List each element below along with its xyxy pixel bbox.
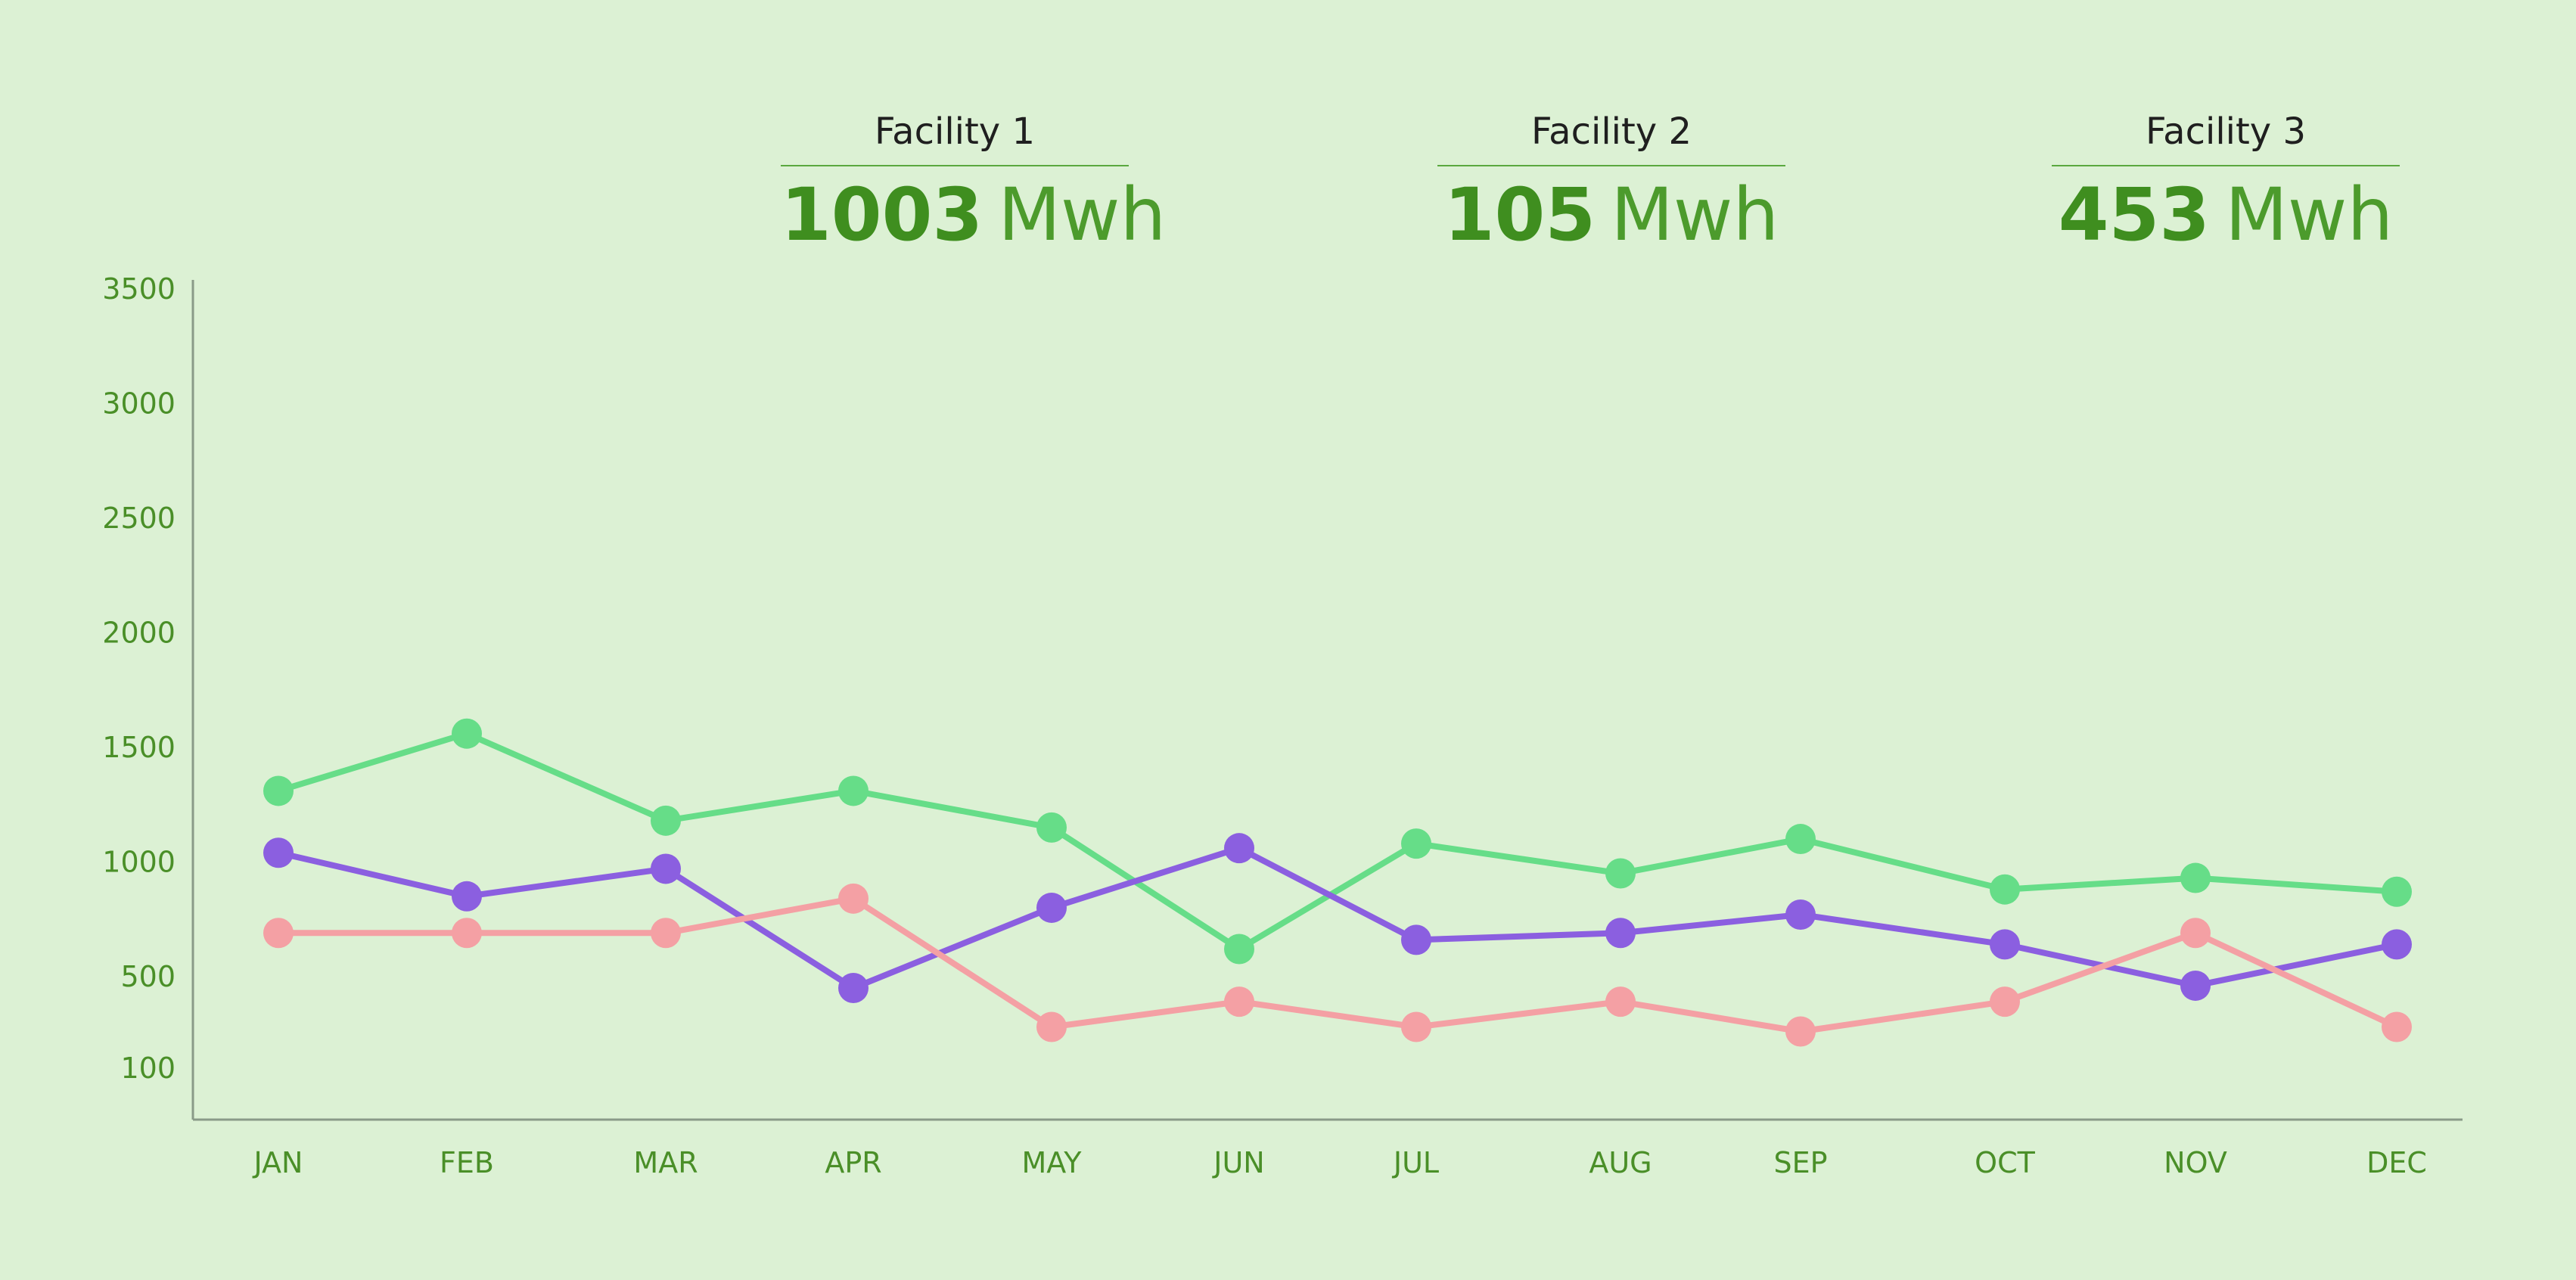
facility-energy-unit: Mwh xyxy=(1611,172,1779,257)
series-1-point xyxy=(838,775,869,806)
series-3-point xyxy=(2382,1011,2412,1042)
facility-3-summary: Facility 3 453 Mwh xyxy=(2052,113,2400,251)
facility-energy-value: 1003 Mwh xyxy=(781,179,1166,251)
series-2-point xyxy=(452,881,482,912)
facility-1-summary: Facility 1 1003 Mwh xyxy=(781,113,1166,251)
y-axis-tick-labels: 100 500 1000 1500 2000 2500 3000 3500 xyxy=(102,272,176,1085)
y-tick-label: 100 xyxy=(120,1052,176,1085)
facility-energy-number: 453 xyxy=(2058,172,2211,257)
series-1-point xyxy=(1224,934,1254,965)
series-1-point xyxy=(2180,862,2211,893)
x-tick-label: DEC xyxy=(2366,1146,2427,1179)
series-1-line xyxy=(275,730,2400,952)
series-1-point xyxy=(1785,824,1816,855)
series-3-point xyxy=(1785,1016,1816,1047)
facility-name: Facility 3 xyxy=(2052,113,2400,166)
series-2-point xyxy=(2180,970,2211,1001)
series-3-point xyxy=(263,918,294,949)
series-1-point xyxy=(1401,828,1431,859)
series-3-point xyxy=(452,918,482,949)
series-3-point xyxy=(2180,918,2211,949)
series-points xyxy=(263,718,2412,1047)
x-tick-label: APR xyxy=(825,1146,881,1179)
series-2-point xyxy=(1401,924,1431,955)
x-tick-label: JAN xyxy=(253,1146,303,1179)
facility-energy-number: 105 xyxy=(1443,172,1596,257)
series-lines xyxy=(275,730,2400,1035)
series-3-point xyxy=(651,918,681,949)
y-tick-label: 1500 xyxy=(102,731,176,764)
series-3-point xyxy=(1990,986,2020,1017)
series-2-point xyxy=(2382,929,2412,960)
series-2-point xyxy=(838,972,869,1003)
series-2-point xyxy=(1224,833,1254,864)
x-tick-label: SEP xyxy=(1773,1146,1827,1179)
series-3-line xyxy=(275,895,2400,1035)
y-tick-label: 1000 xyxy=(102,845,176,878)
facility-energy-value: 453 Mwh xyxy=(2052,179,2400,251)
series-3-point xyxy=(1605,986,1636,1017)
x-tick-label: NOV xyxy=(2164,1146,2227,1179)
facility-2-summary: Facility 2 105 Mwh xyxy=(1437,113,1785,251)
facility-energy-unit: Mwh xyxy=(998,172,1167,257)
facility-energy-unit: Mwh xyxy=(2225,172,2394,257)
series-3-point xyxy=(1401,1011,1431,1042)
y-tick-label: 500 xyxy=(120,960,176,993)
y-tick-label: 2000 xyxy=(102,616,176,649)
x-tick-label: JUN xyxy=(1212,1146,1264,1179)
x-tick-label: FEB xyxy=(440,1146,494,1179)
series-1-point xyxy=(1036,812,1067,843)
y-tick-label: 2500 xyxy=(102,502,176,535)
series-2-line xyxy=(275,845,2400,991)
y-tick-label: 3000 xyxy=(102,387,176,420)
facility-energy-number: 1003 xyxy=(781,172,983,257)
y-tick-label: 3500 xyxy=(102,272,176,306)
series-2-point xyxy=(1605,918,1636,949)
x-tick-label: OCT xyxy=(1975,1146,2035,1179)
series-3-point xyxy=(1036,1011,1067,1042)
series-2-point xyxy=(651,853,681,884)
series-1-point xyxy=(452,718,482,749)
x-tick-label: AUG xyxy=(1589,1146,1652,1179)
x-tick-label: MAR xyxy=(633,1146,698,1179)
x-tick-label: MAY xyxy=(1021,1146,1082,1179)
facility-name: Facility 2 xyxy=(1437,113,1785,166)
series-1-point xyxy=(2382,876,2412,907)
series-1-point xyxy=(1990,874,2020,905)
chart-axes xyxy=(191,280,2463,1121)
series-1-point xyxy=(651,805,681,836)
series-3-point xyxy=(838,883,869,914)
series-1-point xyxy=(263,775,294,806)
series-2-point xyxy=(1785,899,1816,930)
x-axis-tick-labels: JAN FEB MAR APR MAY JUN JUL AUG SEP OCT NOV DEC xyxy=(253,1146,2427,1179)
x-tick-label: JUL xyxy=(1392,1146,1439,1179)
series-2-point xyxy=(1990,929,2020,960)
series-1-point xyxy=(1605,858,1636,889)
series-3-point xyxy=(1224,986,1254,1017)
facility-energy-value: 105 Mwh xyxy=(1437,179,1785,251)
series-2-point xyxy=(1036,892,1067,923)
facility-name: Facility 1 xyxy=(781,113,1129,166)
series-2-point xyxy=(263,837,294,868)
